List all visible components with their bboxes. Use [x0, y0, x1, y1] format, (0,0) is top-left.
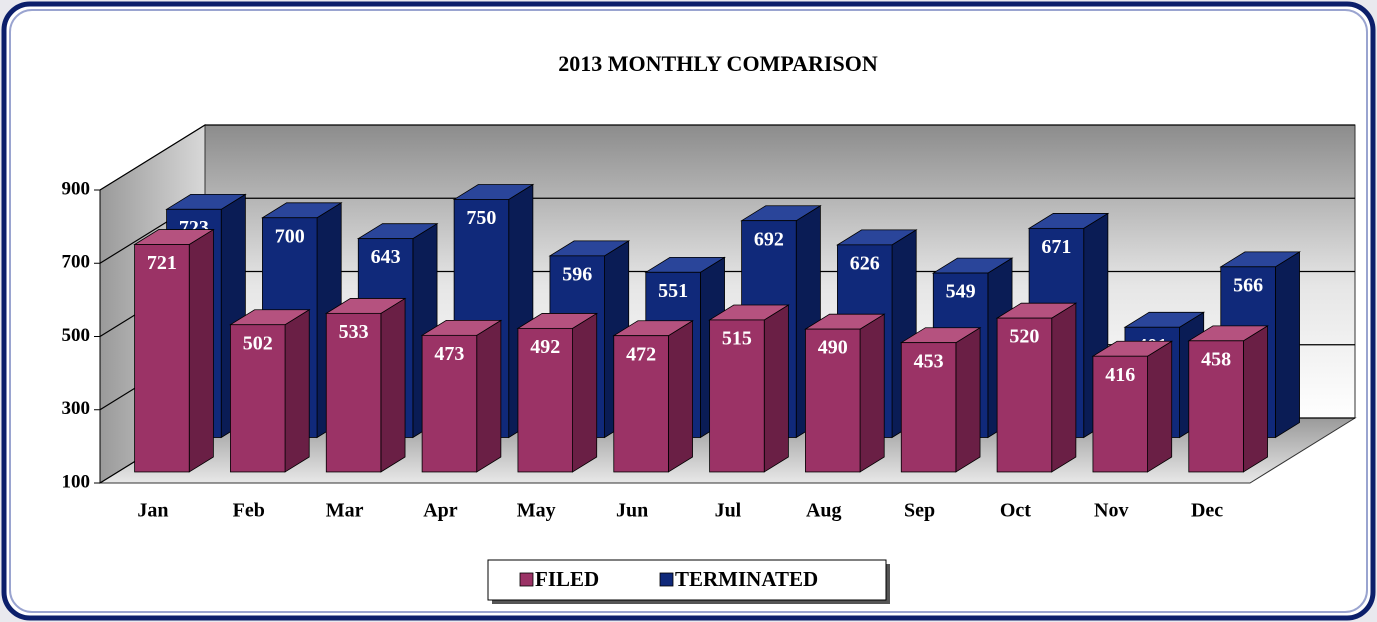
- bar-front: [230, 324, 286, 473]
- legend-swatch: [659, 572, 674, 587]
- legend-label: TERMINATED: [675, 567, 818, 591]
- bar-front: [517, 327, 573, 473]
- x-tick-label: Sep: [904, 500, 935, 522]
- bar-side: [859, 313, 885, 473]
- bar: [708, 304, 790, 473]
- x-tick-label: Mar: [326, 500, 364, 522]
- x-tick-label: Apr: [423, 500, 458, 522]
- bar-side: [955, 326, 981, 473]
- x-tick-label: Feb: [233, 500, 265, 522]
- y-tick-label: 700: [62, 252, 91, 273]
- bar-front: [1092, 355, 1148, 473]
- bar: [995, 302, 1078, 473]
- bar: [804, 313, 886, 473]
- value-label: 416: [1105, 364, 1135, 386]
- bar-front: [613, 335, 669, 473]
- x-tick-label: Dec: [1191, 500, 1223, 522]
- value-label: 520: [1009, 326, 1039, 348]
- value-label: 533: [339, 321, 369, 343]
- value-label: 551: [658, 280, 688, 302]
- bar-front: [421, 334, 478, 473]
- bar-front: [325, 312, 382, 473]
- y-tick-label: 300: [62, 398, 91, 419]
- value-label: 671: [1041, 236, 1071, 258]
- legend-label: FILED: [535, 567, 599, 591]
- bar-front: [996, 317, 1053, 473]
- bar-side: [763, 304, 789, 473]
- x-tick-label: Jan: [137, 500, 168, 522]
- bar: [133, 228, 215, 473]
- grid-line: [99, 124, 1355, 191]
- bar-front: [134, 244, 190, 473]
- x-tick-label: Nov: [1094, 500, 1128, 522]
- legend: [487, 559, 887, 601]
- bar-side: [1051, 302, 1077, 473]
- x-tick-label: Jul: [715, 500, 742, 522]
- value-label: 700: [275, 225, 305, 247]
- x-tick-label: Aug: [806, 500, 842, 522]
- bar-front: [900, 342, 957, 473]
- value-label: 750: [466, 207, 496, 229]
- bar-front: [805, 328, 861, 473]
- bar: [229, 309, 311, 473]
- value-label: 721: [147, 252, 177, 274]
- value-label: 596: [562, 263, 592, 285]
- bar: [420, 319, 503, 473]
- bar-side: [1274, 251, 1300, 439]
- value-label: 549: [946, 281, 976, 303]
- bar-side: [188, 228, 214, 473]
- bar-side: [572, 312, 598, 473]
- value-label: 458: [1201, 348, 1231, 370]
- x-tick-label: May: [517, 500, 556, 522]
- frame-inner: [9, 9, 1368, 613]
- y-tick-label: 500: [62, 325, 91, 346]
- value-label: 643: [371, 246, 401, 268]
- bar-front: [709, 319, 765, 473]
- bar-side: [667, 320, 693, 473]
- value-label: 490: [818, 337, 848, 359]
- value-label: 472: [626, 343, 656, 365]
- value-label: 566: [1233, 274, 1263, 296]
- value-label: 626: [850, 252, 880, 274]
- bar: [1187, 325, 1269, 473]
- value-label: 492: [530, 336, 560, 358]
- bar-side: [476, 319, 502, 473]
- y-tick-label: 900: [62, 178, 91, 199]
- bar: [516, 312, 599, 473]
- value-label: 453: [914, 350, 944, 372]
- bar-side: [380, 297, 406, 473]
- bar-front: [1188, 340, 1244, 473]
- bar: [612, 320, 694, 473]
- legend-swatch: [519, 572, 534, 587]
- bar-side: [1242, 325, 1268, 473]
- bar-side: [284, 309, 310, 473]
- bar: [324, 297, 407, 473]
- chart-title: 2013 MONTHLY COMPARISON: [558, 51, 878, 76]
- value-label: 473: [434, 343, 464, 365]
- value-label: 502: [243, 332, 273, 354]
- x-tick-label: Jun: [616, 500, 648, 522]
- x-tick-label: Oct: [1000, 500, 1031, 522]
- bar: [899, 326, 982, 473]
- y-tick-label: 100: [62, 471, 91, 492]
- bar: [1091, 340, 1174, 473]
- bar-side: [1147, 340, 1173, 473]
- value-label: 515: [722, 328, 752, 350]
- value-label: 692: [754, 228, 784, 250]
